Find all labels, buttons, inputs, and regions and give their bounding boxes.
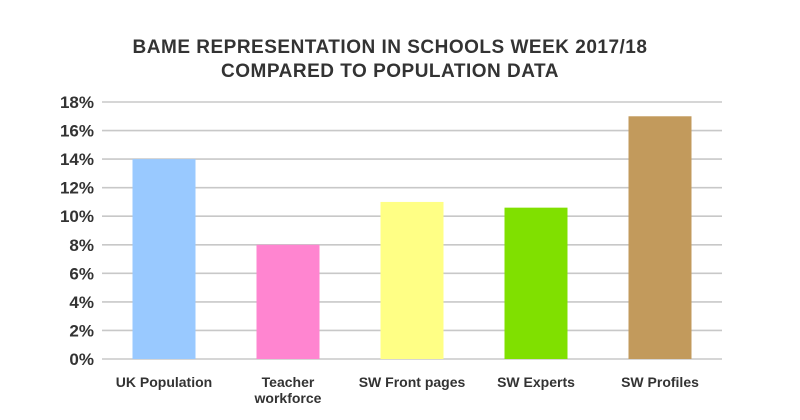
- y-tick-label: 4%: [69, 293, 94, 312]
- y-tick-label: 0%: [69, 350, 94, 369]
- x-category-label: UK Population: [116, 374, 212, 390]
- y-tick-label: 6%: [69, 264, 94, 283]
- chart-title: BAME REPRESENTATION IN SCHOOLS WEEK 2017…: [133, 37, 648, 82]
- bar: [132, 159, 196, 359]
- bar: [256, 244, 320, 359]
- chart-title-line-2: COMPARED TO POPULATION DATA: [221, 61, 559, 82]
- x-category-label: SW Experts: [497, 374, 575, 390]
- bar: [628, 116, 692, 360]
- y-tick-label: 12%: [60, 179, 94, 198]
- y-tick-label: 10%: [60, 207, 94, 226]
- bar: [504, 207, 568, 359]
- y-tick-label: 14%: [60, 150, 94, 169]
- y-tick-label: 2%: [69, 321, 94, 340]
- x-category-label-line: workforce: [254, 390, 322, 406]
- y-tick-label: 18%: [60, 93, 94, 112]
- x-category-label: SW Front pages: [359, 374, 466, 390]
- bar: [380, 201, 444, 359]
- y-tick-label: 8%: [69, 236, 94, 255]
- x-category-label: SW Profiles: [621, 374, 699, 390]
- y-axis-tick-labels: 0% 2% 4% 6% 8% 10% 12% 14% 16% 18%: [60, 93, 94, 369]
- x-category-label-line: UK Population: [116, 374, 212, 390]
- x-category-label-line: Teacher: [262, 374, 315, 390]
- chart-title-line-1: BAME REPRESENTATION IN SCHOOLS WEEK 2017…: [133, 37, 648, 58]
- x-category-label-line: SW Experts: [497, 374, 575, 390]
- bars: [132, 116, 692, 360]
- x-category-label-line: SW Front pages: [359, 374, 466, 390]
- y-tick-label: 16%: [60, 122, 94, 141]
- x-category-label-line: SW Profiles: [621, 374, 699, 390]
